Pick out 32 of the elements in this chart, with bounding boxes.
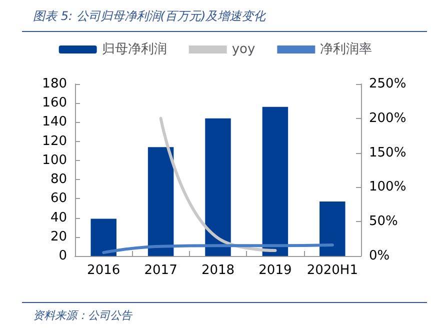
x-tick-label: 2020H1: [306, 263, 358, 278]
y-tick-label: 180: [42, 76, 67, 92]
legend-label: 净利润率: [320, 41, 372, 57]
y2-tick-label: 250%: [369, 76, 406, 92]
y2-tick-label: 100%: [369, 180, 406, 195]
x-tick-label: 2016: [87, 263, 120, 278]
y-tick-label: 20: [50, 229, 67, 244]
y2-tick-label: 50%: [369, 214, 398, 230]
x-tick-label: 2019: [258, 263, 292, 278]
y-tick-label: 140: [42, 114, 67, 130]
bar: [262, 106, 288, 256]
y-tick-label: 60: [50, 191, 67, 206]
y2-tick-label: 0%: [369, 248, 390, 264]
y-tick-label: 80: [50, 172, 67, 188]
legend-label: 归母净利润: [102, 42, 167, 57]
bar: [320, 202, 346, 256]
bar: [148, 147, 174, 256]
y-tick-label: 40: [50, 210, 67, 226]
legend-label: yoy: [232, 42, 256, 57]
y-tick-label: 0: [58, 248, 67, 264]
x-tick-label: 2017: [144, 263, 178, 278]
y-tick-label: 120: [42, 134, 67, 149]
line-series: [102, 243, 334, 254]
text: 资料来源：公司公告: [33, 308, 132, 323]
y-tick-label: 160: [42, 96, 67, 111]
x-tick-label: 2018: [201, 263, 235, 278]
bar: [90, 218, 116, 256]
y2-tick-label: 150%: [369, 145, 406, 160]
y2-tick-label: 200%: [369, 110, 406, 126]
chart-title: 图表 5: 公司归母净利润(百万元)及增速变化: [33, 8, 266, 25]
bar: [205, 118, 231, 256]
y-tick-label: 100: [42, 152, 67, 168]
